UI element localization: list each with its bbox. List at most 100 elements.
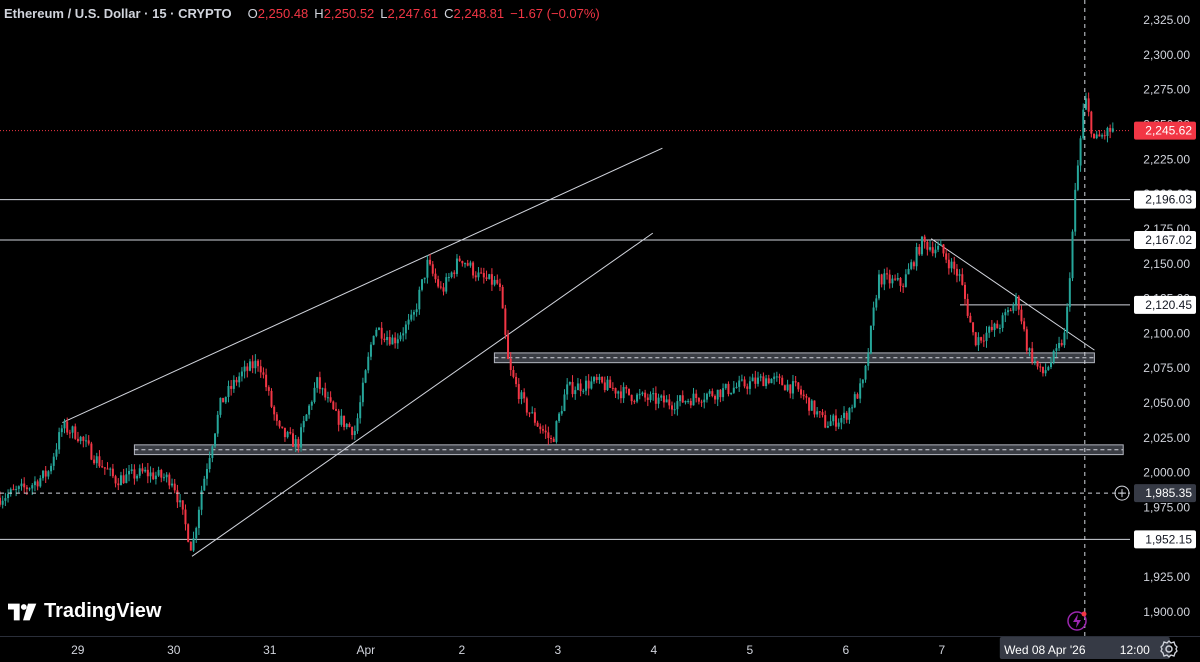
candle-body-124 [332, 401, 335, 410]
price-tick-7: 2,150.00 [1143, 257, 1190, 271]
candle-body-117 [313, 387, 316, 402]
candle-body-22 [58, 432, 61, 450]
candle-body-323 [867, 353, 870, 366]
candle-body-241 [646, 397, 649, 400]
candle-body-204 [547, 432, 550, 438]
crosshair-time-label: 12:00 [1120, 643, 1150, 657]
candle-body-184 [493, 279, 496, 285]
candle-body-176 [472, 262, 475, 276]
candle-body-284 [762, 376, 765, 387]
candle-body-413 [1109, 127, 1112, 132]
candle-body-100 [267, 387, 270, 391]
candle-body-49 [130, 469, 133, 471]
price-tick-1: 2,300.00 [1143, 48, 1190, 62]
trendlines[interactable] [62, 147, 1095, 557]
candle-body-218 [584, 380, 587, 391]
price-axis[interactable]: 2,325.002,300.002,275.002,250.002,225.00… [1130, 0, 1200, 636]
candle-body-68 [181, 500, 184, 510]
time-tick-8: 6 [842, 643, 849, 657]
candle-body-91 [243, 366, 246, 372]
candle-body-385 [1033, 360, 1036, 362]
candle-body-271 [727, 383, 730, 395]
candle-body-166 [445, 277, 448, 292]
lightning-icon[interactable] [1066, 610, 1088, 632]
candle-body-131 [351, 427, 354, 436]
candle-body-247 [662, 395, 665, 403]
current-price-label: 2,245.62 [1145, 124, 1192, 138]
candle-body-183 [490, 274, 493, 285]
candle-body-201 [539, 426, 542, 430]
candle-body-89 [238, 376, 241, 383]
candle-body-86 [230, 386, 233, 389]
candle-body-173 [464, 263, 467, 265]
candle-body-400 [1074, 189, 1077, 232]
candle-body-197 [528, 412, 531, 414]
candle-body-210 [563, 394, 566, 412]
candle-body-74 [197, 509, 200, 529]
candle-body-159 [426, 259, 429, 278]
candle-body-34 [90, 443, 93, 460]
candle-body-122 [326, 397, 329, 399]
candle-body-151 [404, 324, 407, 334]
candle-body-61 [162, 477, 165, 479]
candle-body-59 [157, 470, 160, 476]
price-tick-10: 2,075.00 [1143, 361, 1190, 375]
candle-body-370 [993, 323, 996, 331]
candle-body-129 [345, 423, 348, 428]
candle-body-121 [324, 388, 327, 398]
candle-body-160 [429, 259, 432, 265]
symbol-title[interactable]: Ethereum / U.S. Dollar · 15 · CRYPTO [4, 6, 232, 21]
candle-body-163 [437, 279, 440, 287]
candle-body-245 [657, 397, 660, 404]
crosshair [0, 0, 1130, 636]
candle-body-351 [942, 244, 945, 254]
candle-body-361 [969, 315, 972, 323]
candle-body-48 [128, 470, 131, 475]
candle-body-157 [421, 279, 424, 290]
candle-body-395 [1060, 342, 1063, 346]
candle-body-248 [665, 399, 668, 403]
candle-body-214 [574, 390, 577, 395]
candle-body-185 [496, 279, 499, 284]
candle-body-97 [259, 366, 262, 373]
tradingview-logo[interactable]: TradingView [8, 600, 161, 623]
candle-body-162 [434, 273, 437, 280]
candle-body-67 [179, 500, 182, 503]
candle-body-282 [757, 377, 760, 384]
candle-body-358 [961, 274, 964, 285]
candle-body-76 [203, 478, 206, 491]
candle-body-41 [109, 468, 112, 470]
candle-body-46 [122, 475, 125, 484]
candle-body-238 [638, 394, 641, 396]
candle-body-255 [684, 401, 687, 403]
candle-body-256 [687, 400, 690, 402]
candle-body-298 [800, 389, 803, 395]
price-tick-9: 2,100.00 [1143, 326, 1190, 340]
candle-body-31 [82, 436, 85, 441]
support-zones[interactable] [133, 352, 1124, 456]
settings-gear-icon[interactable] [1158, 638, 1180, 660]
candle-body-153 [410, 314, 413, 320]
candle-body-290 [778, 376, 781, 378]
candle-body-381 [1023, 321, 1026, 330]
candle-body-111 [297, 439, 300, 448]
candle-body-79 [211, 446, 214, 458]
time-axis[interactable]: 29 30 31 Apr 2 3 4 5 6 7 Wed 08 Apr '26 12:00 [71, 637, 1170, 659]
candle-body-99 [265, 374, 268, 388]
price-tick-2: 2,275.00 [1143, 83, 1190, 97]
candle-body-242 [649, 394, 652, 400]
candle-body-136 [364, 370, 367, 383]
candle-body-278 [746, 386, 749, 389]
candle-body-223 [598, 376, 601, 380]
candle-body-314 [843, 412, 846, 419]
candle-body-7 [17, 486, 20, 489]
candle-body-269 [722, 388, 725, 398]
candle-body-70 [187, 524, 190, 542]
price-tick-11: 2,050.00 [1143, 396, 1190, 410]
candle-body-0 [0, 497, 1, 505]
level-label-0: 2,196.03 [1145, 193, 1192, 207]
candle-body-4 [9, 489, 12, 495]
candle-body-182 [488, 274, 491, 279]
candle-body-16 [42, 470, 45, 479]
